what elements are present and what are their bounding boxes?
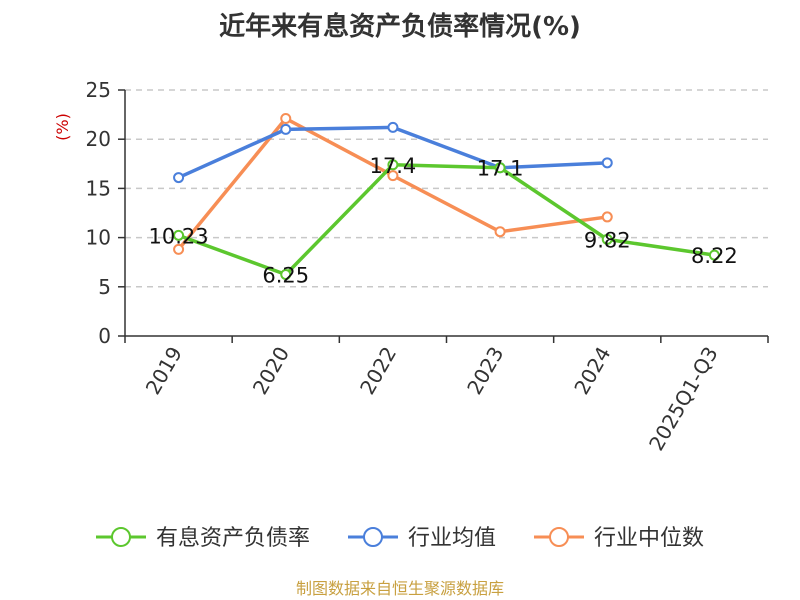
data-point	[494, 226, 506, 238]
data-point	[387, 121, 399, 133]
data-point	[387, 170, 399, 182]
legend[interactable]: 有息资产负债率 行业均值 行业中位数	[96, 526, 704, 551]
y-tick-label: 15	[86, 176, 111, 200]
data-point	[601, 233, 613, 245]
legend-label: 行业中位数	[594, 526, 704, 551]
legend-marker	[363, 527, 383, 547]
x-tick-label: 2024	[569, 343, 615, 399]
y-tick-label: 10	[86, 226, 111, 250]
legend-item[interactable]: 有息资产负债率	[96, 526, 310, 551]
y-axis-label: (%)	[53, 113, 72, 141]
data-label: 8.22	[691, 244, 738, 268]
y-tick-label: 5	[98, 275, 111, 299]
legend-item[interactable]: 行业均值	[348, 526, 496, 551]
data-label: 6.25	[262, 264, 309, 288]
x-tick-label: 2025Q1-Q3	[644, 343, 723, 455]
axes: 0 5 10 15 20 25 2019 2020 2022 2023 2024 2025Q1-Q3	[86, 78, 769, 455]
legend-item[interactable]: 行业中位数	[534, 526, 704, 551]
data-labels: 10.23 6.25 17.4 17.1 9.82 8.22	[149, 154, 738, 288]
series	[173, 113, 720, 280]
x-tick-label: 2019	[141, 343, 187, 399]
x-tick-label: 2020	[248, 343, 294, 399]
data-label: 10.23	[149, 224, 209, 248]
grid-lines	[125, 89, 768, 288]
data-point	[494, 162, 506, 174]
data-point	[173, 229, 185, 241]
x-tick-label: 2022	[355, 343, 401, 399]
y-tick-label: 20	[86, 127, 111, 151]
data-label: 9.82	[584, 228, 631, 252]
source-note: 制图数据来自恒生聚源数据库	[296, 579, 504, 598]
chart-title: 近年来有息资产负债率情况(%)	[219, 11, 581, 42]
series-line	[177, 163, 715, 277]
data-point	[280, 123, 292, 135]
data-point	[708, 249, 720, 261]
data-point	[173, 172, 185, 184]
series-line	[177, 116, 608, 251]
data-point	[280, 269, 292, 280]
y-tick-label: 0	[98, 324, 111, 348]
data-point	[601, 157, 613, 169]
data-label: 17.4	[370, 154, 417, 178]
x-tick-label: 2023	[462, 343, 508, 399]
data-point	[387, 159, 399, 171]
data-label: 17.1	[477, 157, 524, 181]
legend-marker	[549, 527, 569, 547]
legend-marker	[111, 527, 131, 547]
legend-label: 有息资产负债率	[156, 526, 310, 551]
y-tick-label: 25	[86, 78, 111, 102]
data-point	[173, 243, 185, 255]
data-point	[601, 211, 613, 223]
legend-label: 行业均值	[408, 526, 496, 551]
data-point	[280, 113, 292, 125]
